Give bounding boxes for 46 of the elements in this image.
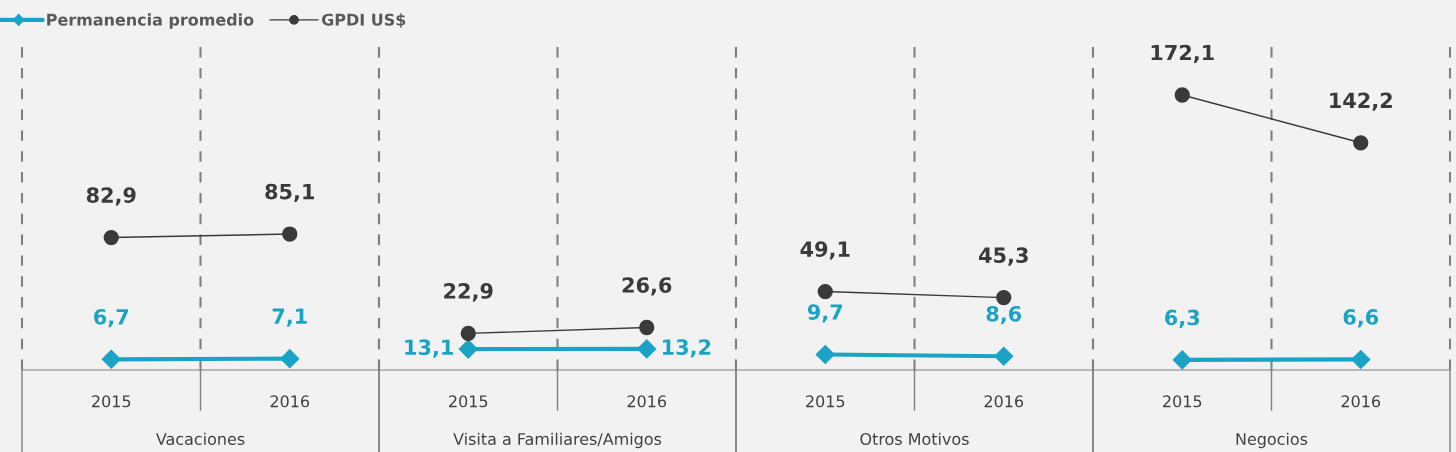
point — [637, 339, 657, 359]
data-label: 45,3 — [978, 247, 1028, 266]
data-label: 6,3 — [1165, 309, 1200, 328]
data-label: 13,2 — [662, 339, 711, 358]
data-label: 7,1 — [272, 308, 307, 327]
x-tick-label: 2015 — [806, 395, 845, 408]
point — [460, 325, 476, 342]
data-label: 9,7 — [807, 304, 843, 323]
x-axis-title: Negocios — [1236, 432, 1308, 449]
data-label: 49,1 — [800, 241, 850, 260]
point — [1351, 349, 1371, 369]
data-label: 6,6 — [1343, 309, 1379, 328]
point — [817, 283, 833, 300]
point — [1353, 135, 1369, 151]
data-label: 172,1 — [1151, 44, 1214, 64]
point — [282, 226, 298, 242]
x-tick-label: 2015 — [449, 395, 488, 408]
data-label: 6,7 — [94, 308, 129, 328]
point — [996, 289, 1012, 306]
point — [1172, 350, 1192, 370]
x-axis-title: Vacaciones — [155, 432, 245, 446]
data-label: 8,6 — [986, 305, 1022, 325]
x-tick-label: 2016 — [984, 395, 1024, 408]
x-tick-label: 2015 — [92, 395, 131, 408]
data-label: 82,9 — [86, 187, 136, 206]
point — [1174, 87, 1190, 103]
point — [103, 229, 119, 246]
point — [815, 344, 835, 365]
point — [458, 339, 478, 359]
x-tick-label: 2015 — [1163, 395, 1202, 408]
x-tick-label: 2016 — [1341, 395, 1381, 408]
data-label: 22,9 — [444, 283, 493, 302]
legend-label: GPDI US$ — [321, 13, 406, 28]
point — [639, 319, 655, 336]
x-tick-label: 2016 — [627, 395, 667, 408]
data-label: 85,1 — [265, 183, 315, 203]
legend-label: Permanencia promedio — [47, 13, 254, 29]
x-axis-title: Visita a Familiares/Amigos — [453, 432, 662, 449]
point — [280, 349, 300, 369]
point — [994, 346, 1014, 366]
x-axis-title: Otros Motivos — [860, 432, 969, 446]
x-tick-label: 2016 — [270, 395, 310, 408]
point — [101, 349, 121, 369]
data-label: 26,6 — [622, 277, 672, 296]
data-label: 13,1 — [405, 339, 453, 358]
data-label: 142,2 — [1330, 92, 1392, 111]
